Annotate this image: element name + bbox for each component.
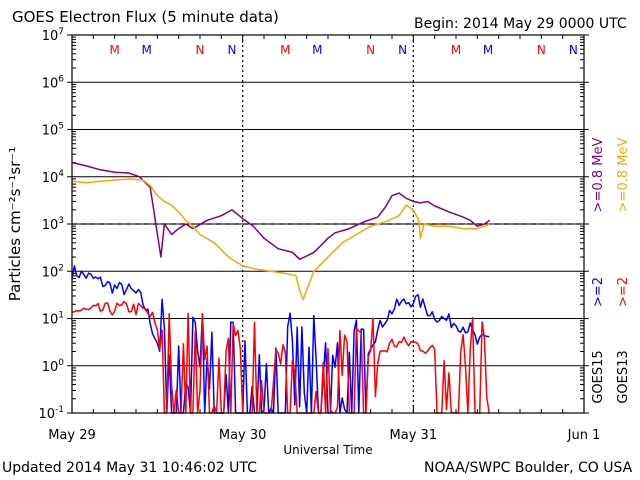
marker-n: N	[228, 43, 237, 57]
legend-entry: >=2	[591, 277, 606, 307]
updated-timestamp: Updated 2014 May 31 10:46:02 UTC	[2, 460, 257, 476]
marker-m: M	[451, 43, 461, 57]
y-tick-label: 106	[42, 74, 65, 91]
begin-date: Begin: 2014 May 29 0000 UTC	[414, 16, 627, 32]
series-line	[71, 178, 491, 301]
marker-n: N	[366, 43, 375, 57]
x-tick-label: May 29	[48, 428, 96, 443]
y-tick-label: 103	[42, 216, 64, 233]
x-axis-label: Universal Time	[283, 443, 372, 457]
marker-m: M	[141, 43, 151, 57]
y-tick-label: 101	[42, 311, 64, 328]
legend-entry: GOES15	[591, 350, 606, 403]
y-tick-label: 104	[42, 169, 65, 186]
x-tick-label: Jun 1	[567, 428, 601, 443]
series-line	[71, 300, 490, 414]
legend-entry: >=0.8 MeV	[591, 138, 606, 213]
y-tick-label: 100	[42, 358, 65, 375]
x-tick-label: May 31	[390, 428, 438, 443]
y-tick-label: 10-1	[38, 405, 64, 422]
marker-n: N	[569, 43, 578, 57]
credit-text: NOAA/SWPC Boulder, CO USA	[424, 460, 633, 476]
marker-n: N	[537, 43, 546, 57]
y-axis-label: Particles cm⁻²s⁻¹sr⁻¹	[6, 147, 24, 301]
y-tick-label: 102	[42, 263, 64, 280]
marker-m: M	[483, 43, 493, 57]
legend-entry: >=2	[616, 277, 631, 307]
series-line	[71, 265, 490, 414]
plot-frame	[71, 34, 585, 414]
chart-title: GOES Electron Flux (5 minute data)	[12, 8, 279, 26]
legend-entry: >=0.8 MeV	[616, 138, 631, 213]
marker-m: M	[312, 43, 322, 57]
marker-m: M	[109, 43, 119, 57]
legend-entry: GOES13	[616, 350, 631, 403]
x-tick-label: May 30	[219, 428, 267, 443]
marker-n: N	[398, 43, 407, 57]
marker-m: M	[280, 43, 290, 57]
marker-n: N	[196, 43, 205, 57]
y-tick-label: 107	[42, 27, 64, 44]
y-tick-label: 105	[42, 122, 64, 139]
series-line	[71, 161, 491, 260]
